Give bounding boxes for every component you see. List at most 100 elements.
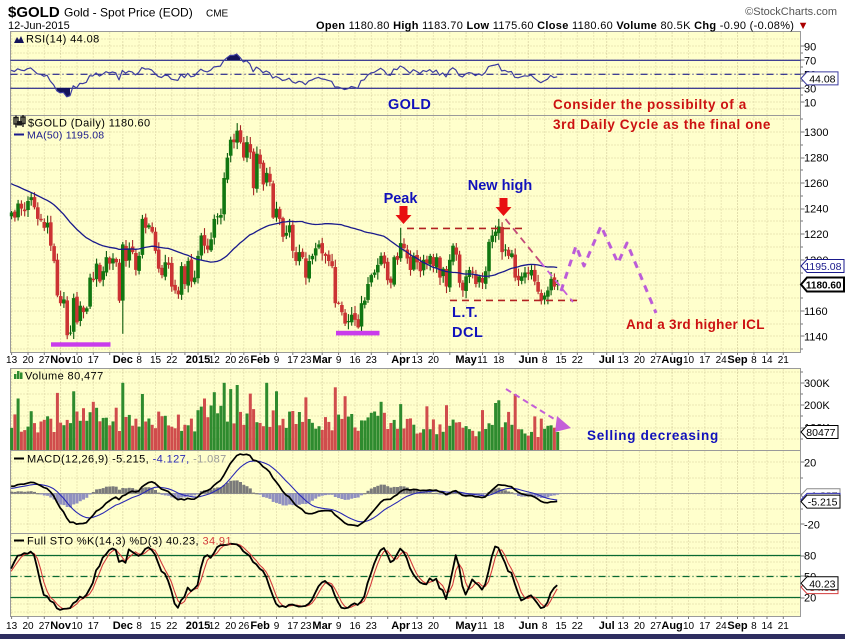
- svg-text:20: 20: [22, 355, 34, 366]
- svg-text:New high: New high: [468, 178, 532, 194]
- svg-text:Dec: Dec: [113, 620, 133, 632]
- svg-text:13: 13: [6, 621, 18, 632]
- svg-text:20: 20: [804, 458, 816, 470]
- svg-text:26: 26: [238, 355, 250, 366]
- svg-text:27: 27: [650, 621, 662, 632]
- svg-text:13: 13: [618, 355, 630, 366]
- svg-text:10: 10: [71, 621, 83, 632]
- svg-text:300K: 300K: [804, 378, 830, 390]
- svg-text:90: 90: [804, 41, 816, 53]
- svg-text:22: 22: [166, 355, 178, 366]
- svg-text:1300: 1300: [804, 127, 828, 139]
- svg-text:13: 13: [618, 621, 630, 632]
- svg-text:26: 26: [238, 621, 250, 632]
- svg-text:Nov: Nov: [50, 620, 72, 632]
- svg-text:23: 23: [366, 621, 378, 632]
- svg-text:Full STO %K(14,3) %D(3) 40.23,: Full STO %K(14,3) %D(3) 40.23, 34.91: [27, 536, 232, 548]
- svg-text:Aug: Aug: [661, 620, 682, 632]
- svg-text:And a 3rd higher ICL: And a 3rd higher ICL: [626, 317, 765, 332]
- svg-text:13: 13: [412, 355, 424, 366]
- svg-text:Consider the possibilty of a: Consider the possibilty of a: [553, 97, 747, 112]
- svg-text:Peak: Peak: [384, 191, 419, 207]
- svg-text:8: 8: [136, 355, 142, 366]
- svg-text:16: 16: [349, 621, 361, 632]
- svg-text:20: 20: [22, 621, 34, 632]
- svg-text:8: 8: [751, 621, 757, 632]
- svg-text:-5.215: -5.215: [808, 497, 838, 509]
- svg-text:15: 15: [555, 621, 567, 632]
- svg-text:8: 8: [751, 355, 757, 366]
- svg-text:Open 1180.80 High 1183.70 Low: Open 1180.80 High 1183.70 Low 1175.60 Cl…: [316, 20, 809, 32]
- svg-text:1140: 1140: [804, 331, 828, 343]
- svg-text:Gold - Spot Price (EOD): Gold - Spot Price (EOD): [64, 6, 193, 20]
- svg-text:8: 8: [136, 621, 142, 632]
- svg-text:Nov: Nov: [50, 354, 72, 366]
- svg-text:Volume 80,477: Volume 80,477: [25, 371, 104, 383]
- svg-text:24: 24: [716, 621, 728, 632]
- svg-text:20: 20: [634, 621, 646, 632]
- svg-text:18: 18: [493, 621, 505, 632]
- svg-text:Jun: Jun: [519, 354, 539, 366]
- svg-text:20: 20: [225, 355, 237, 366]
- svg-text:13: 13: [6, 355, 18, 366]
- svg-text:1240: 1240: [804, 204, 828, 216]
- svg-text:12: 12: [209, 355, 221, 366]
- svg-text:200K: 200K: [804, 400, 830, 412]
- svg-text:1280: 1280: [804, 153, 828, 165]
- svg-text:22: 22: [166, 621, 178, 632]
- svg-text:1260: 1260: [804, 178, 828, 190]
- svg-text:80477: 80477: [806, 427, 835, 439]
- svg-text:23: 23: [300, 355, 312, 366]
- svg-text:10: 10: [71, 355, 83, 366]
- svg-text:1220: 1220: [804, 229, 828, 241]
- svg-text:27: 27: [39, 621, 51, 632]
- svg-text:L.T.: L.T.: [452, 305, 478, 321]
- svg-text:CME: CME: [206, 9, 229, 20]
- svg-text:80: 80: [804, 551, 816, 563]
- svg-text:Jun: Jun: [519, 620, 539, 632]
- svg-text:20: 20: [804, 593, 816, 605]
- svg-text:10: 10: [804, 97, 816, 109]
- svg-text:Feb: Feb: [250, 620, 270, 632]
- svg-text:13: 13: [412, 621, 424, 632]
- svg-text:May: May: [455, 620, 477, 632]
- svg-text:1180.60: 1180.60: [806, 281, 842, 292]
- svg-text:Apr: Apr: [391, 620, 411, 632]
- svg-text:Dec: Dec: [113, 354, 133, 366]
- svg-text:©StockCharts.com: ©StockCharts.com: [745, 6, 837, 18]
- svg-text:17: 17: [88, 355, 100, 366]
- svg-text:11: 11: [477, 355, 488, 366]
- svg-text:MACD(12,26,9) -5.215, -4.127,: MACD(12,26,9) -5.215, -4.127, -1.087: [27, 454, 227, 466]
- svg-text:17: 17: [287, 355, 299, 366]
- svg-text:Selling decreasing: Selling decreasing: [587, 428, 719, 443]
- svg-text:-20: -20: [804, 520, 820, 532]
- svg-text:40.23: 40.23: [809, 578, 835, 590]
- svg-text:20: 20: [634, 355, 646, 366]
- svg-text:Jul: Jul: [599, 354, 615, 366]
- svg-text:18: 18: [493, 355, 505, 366]
- svg-text:23: 23: [366, 355, 378, 366]
- svg-text:2015: 2015: [186, 354, 210, 366]
- svg-text:21: 21: [778, 621, 790, 632]
- svg-text:RSI(14) 44.08: RSI(14) 44.08: [26, 34, 100, 46]
- svg-text:3rd Daily Cycle as the final o: 3rd Daily Cycle as the final one: [553, 117, 771, 132]
- svg-text:27: 27: [39, 355, 51, 366]
- svg-text:$GOLD: $GOLD: [8, 4, 60, 21]
- svg-text:10: 10: [683, 355, 695, 366]
- svg-text:22: 22: [572, 355, 584, 366]
- svg-text:9: 9: [336, 355, 342, 366]
- svg-text:Mar: Mar: [312, 354, 332, 366]
- svg-text:1160: 1160: [804, 306, 828, 318]
- svg-text:20: 20: [428, 355, 440, 366]
- svg-text:9: 9: [274, 621, 280, 632]
- svg-text:15: 15: [150, 621, 162, 632]
- svg-text:11: 11: [477, 621, 488, 632]
- svg-text:23: 23: [300, 621, 312, 632]
- svg-text:Feb: Feb: [250, 354, 270, 366]
- svg-text:8: 8: [542, 355, 548, 366]
- svg-text:20: 20: [225, 621, 237, 632]
- svg-text:Mar: Mar: [312, 620, 332, 632]
- svg-text:Sep: Sep: [727, 354, 747, 366]
- svg-text:15: 15: [150, 355, 162, 366]
- svg-text:14: 14: [761, 621, 773, 632]
